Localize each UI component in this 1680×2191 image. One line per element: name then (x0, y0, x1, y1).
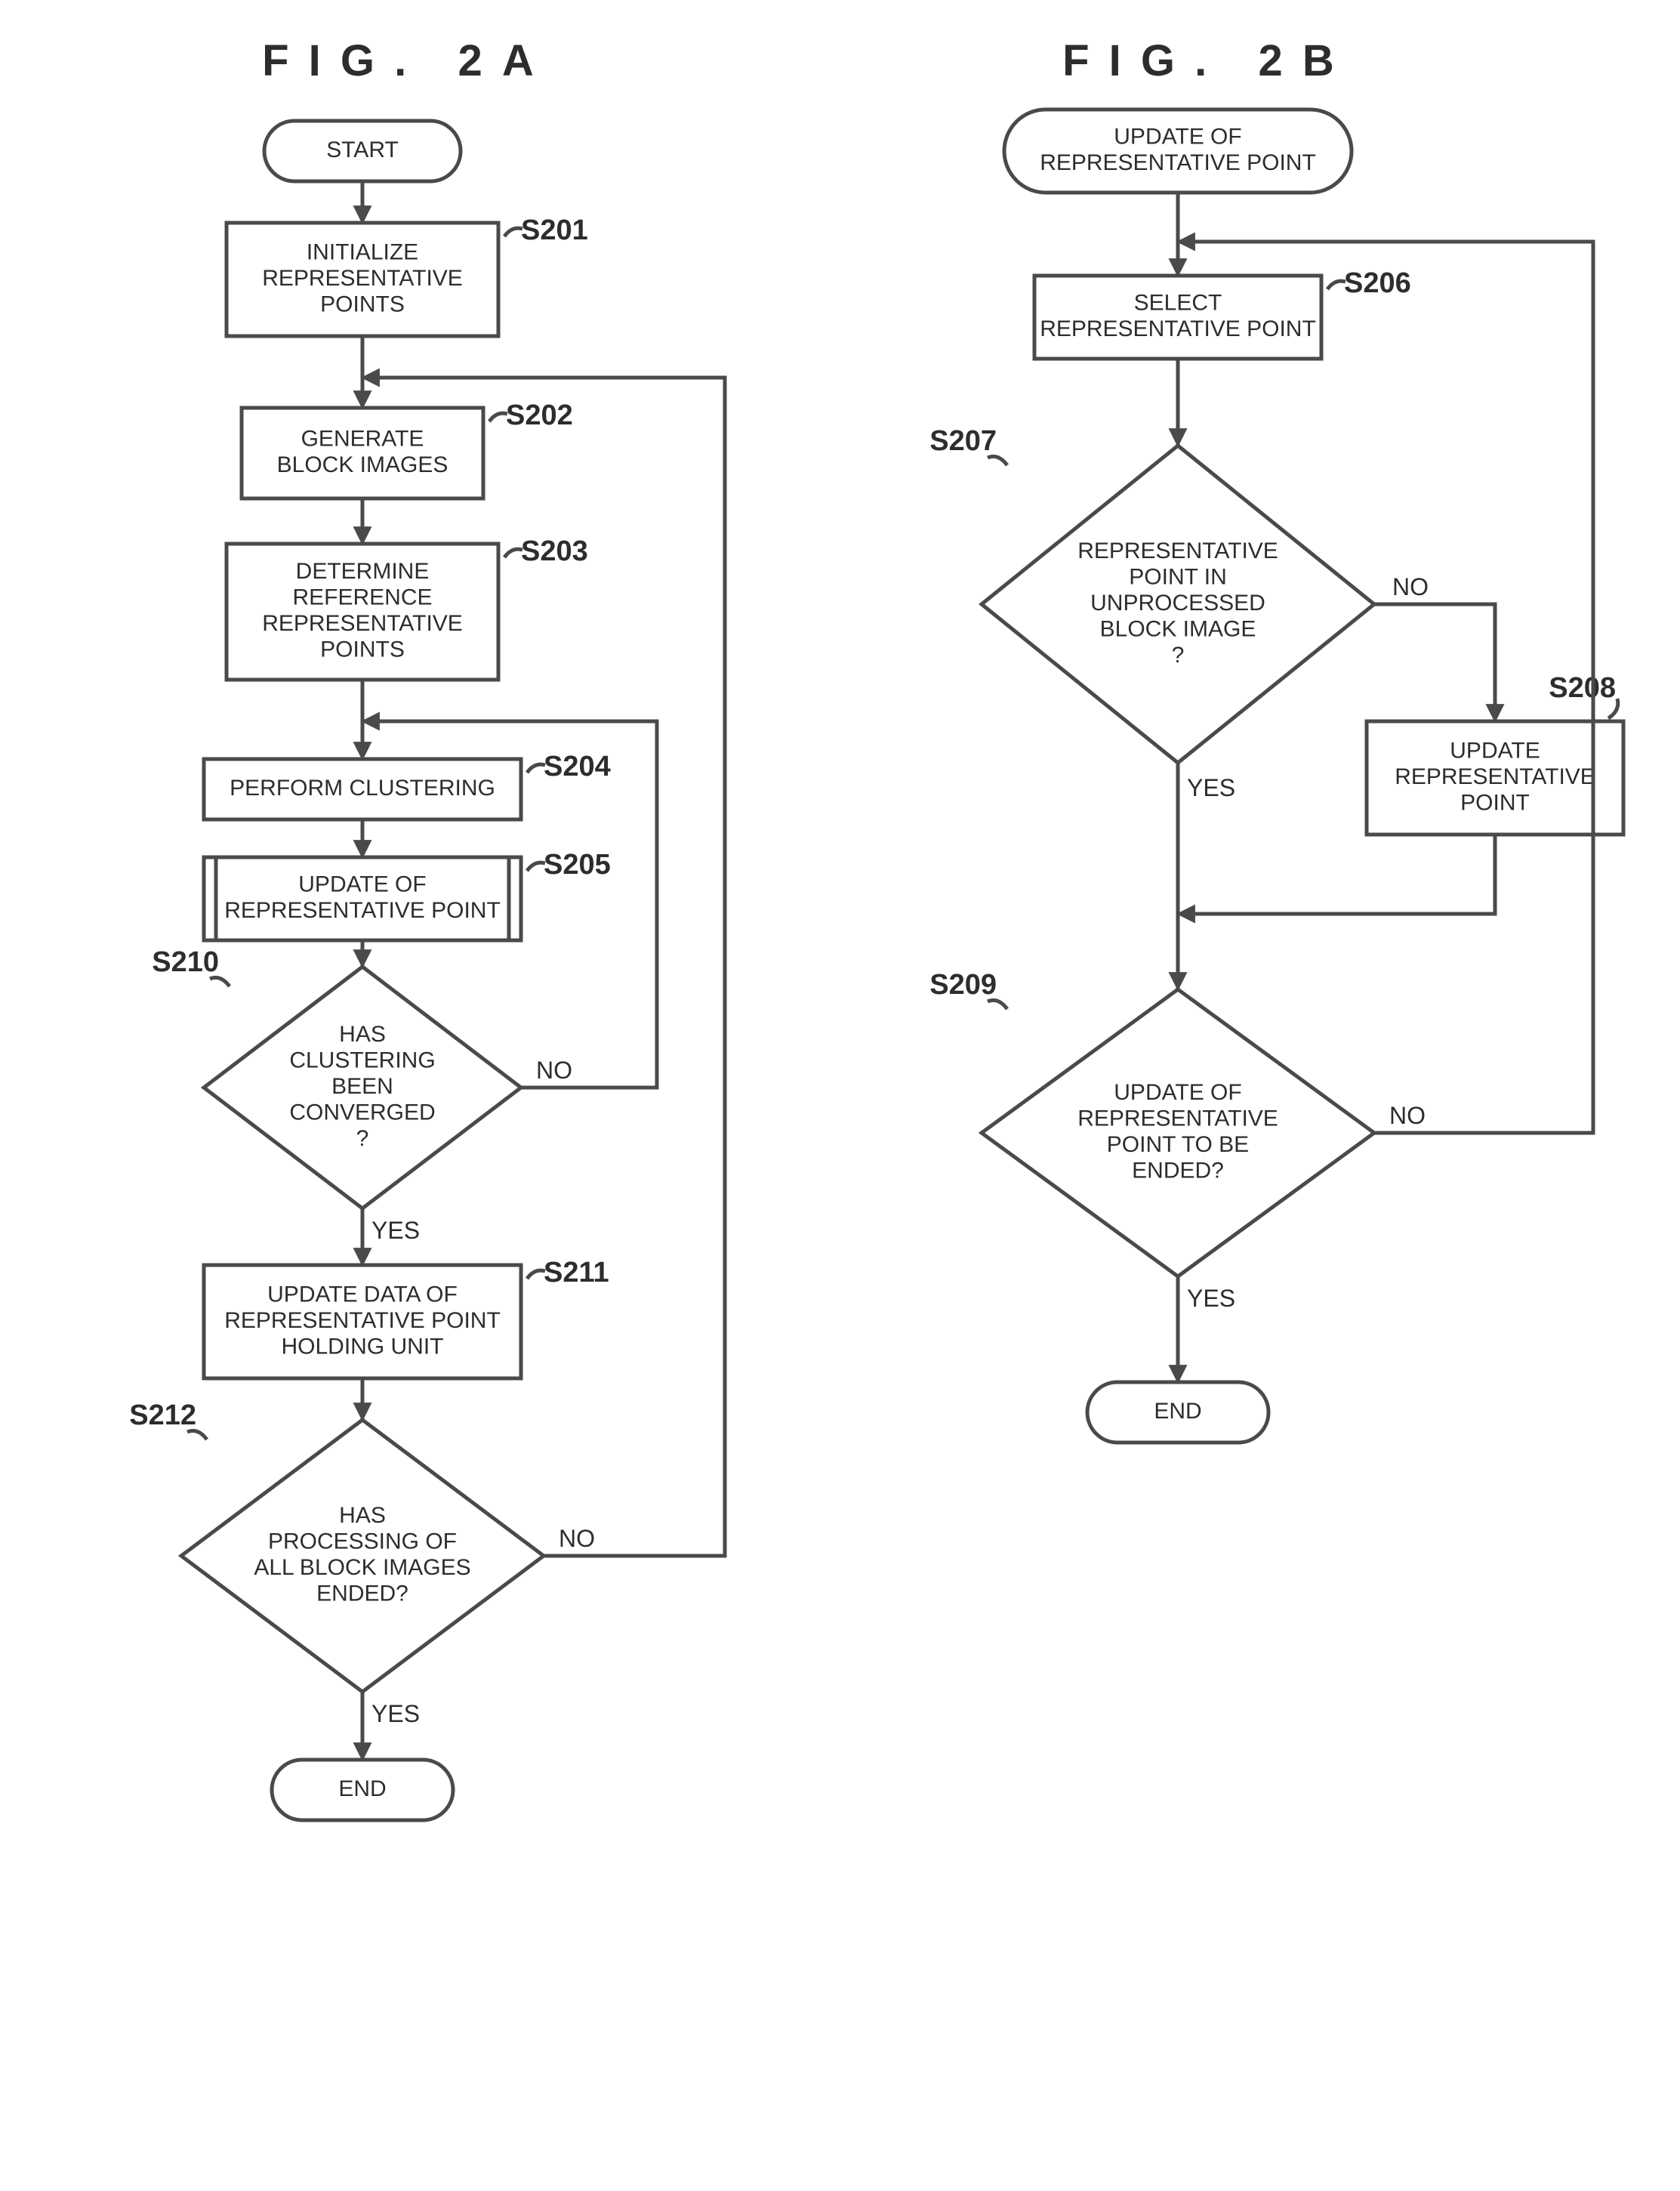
svg-text:REPRESENTATIVE: REPRESENTATIVE (262, 611, 463, 636)
svg-text:REPRESENTATIVE: REPRESENTATIVE (1077, 1106, 1278, 1131)
svg-text:S206: S206 (1344, 267, 1411, 299)
svg-text:REPRESENTATIVE: REPRESENTATIVE (1077, 538, 1278, 563)
svg-text:REFERENCE: REFERENCE (292, 585, 432, 610)
svg-text:UNPROCESSED: UNPROCESSED (1090, 591, 1265, 616)
svg-text:UPDATE OF: UPDATE OF (298, 872, 426, 897)
svg-text:NO: NO (1392, 573, 1429, 600)
svg-text:REPRESENTATIVE POINT: REPRESENTATIVE POINT (1040, 150, 1316, 175)
svg-text:GENERATE: GENERATE (301, 427, 424, 452)
svg-text:S207: S207 (929, 425, 997, 457)
svg-text:YES: YES (1187, 1285, 1235, 1312)
flowchart-canvas: FIG. 2AFIG. 2BSTARTINITIALIZEREPRESENTAT… (0, 0, 1680, 2191)
svg-text:ENDED?: ENDED? (316, 1582, 408, 1606)
svg-text:ALL BLOCK IMAGES: ALL BLOCK IMAGES (254, 1555, 470, 1580)
svg-text:HOLDING UNIT: HOLDING UNIT (281, 1334, 443, 1359)
svg-text:?: ? (1172, 643, 1185, 668)
svg-text:INITIALIZE: INITIALIZE (307, 239, 418, 264)
svg-text:S209: S209 (929, 969, 997, 1001)
svg-text:BLOCK IMAGE: BLOCK IMAGE (1100, 616, 1256, 641)
svg-text:S208: S208 (1549, 672, 1616, 704)
svg-text:S201: S201 (521, 214, 588, 246)
svg-text:HAS: HAS (339, 1503, 386, 1528)
svg-text:BLOCK IMAGES: BLOCK IMAGES (277, 452, 449, 477)
svg-text:S212: S212 (129, 1399, 196, 1431)
svg-text:POINT IN: POINT IN (1129, 564, 1226, 589)
svg-text:CONVERGED: CONVERGED (289, 1100, 435, 1125)
svg-text:POINTS: POINTS (320, 292, 405, 316)
svg-text:START: START (326, 137, 399, 162)
svg-text:YES: YES (371, 1700, 420, 1727)
svg-text:ENDED?: ENDED? (1132, 1159, 1224, 1183)
svg-text:UPDATE: UPDATE (1450, 738, 1540, 763)
svg-text:REPRESENTATIVE: REPRESENTATIVE (262, 266, 463, 291)
svg-text:END: END (1154, 1399, 1201, 1424)
svg-text:REPRESENTATIVE: REPRESENTATIVE (1395, 764, 1595, 789)
svg-text:UPDATE OF: UPDATE OF (1114, 125, 1241, 150)
svg-text:S205: S205 (544, 849, 611, 881)
svg-text:CLUSTERING: CLUSTERING (289, 1048, 435, 1072)
svg-text:FIG. 2A: FIG. 2A (262, 36, 553, 85)
svg-text:UPDATE DATA OF: UPDATE DATA OF (267, 1282, 458, 1307)
svg-text:S204: S204 (544, 751, 611, 782)
svg-text:S211: S211 (544, 1257, 609, 1288)
svg-text:NO: NO (559, 1525, 595, 1552)
svg-text:S210: S210 (152, 946, 219, 978)
svg-text:S202: S202 (506, 400, 573, 431)
svg-text:NO: NO (1389, 1102, 1426, 1129)
svg-text:END: END (338, 1776, 386, 1801)
svg-text:REPRESENTATIVE POINT: REPRESENTATIVE POINT (1040, 316, 1316, 341)
svg-text:S203: S203 (521, 535, 588, 567)
svg-text:UPDATE OF: UPDATE OF (1114, 1080, 1241, 1105)
svg-text:PERFORM CLUSTERING: PERFORM CLUSTERING (230, 776, 495, 801)
svg-text:HAS: HAS (339, 1022, 386, 1047)
svg-text:POINTS: POINTS (320, 637, 405, 662)
svg-text:REPRESENTATIVE POINT: REPRESENTATIVE POINT (224, 898, 501, 923)
svg-text:YES: YES (371, 1217, 420, 1244)
svg-text:POINT: POINT (1460, 790, 1530, 815)
svg-text:YES: YES (1187, 774, 1235, 801)
svg-text:DETERMINE: DETERMINE (296, 559, 430, 584)
svg-text:PROCESSING OF: PROCESSING OF (268, 1529, 457, 1554)
svg-text:POINT TO BE: POINT TO BE (1107, 1132, 1249, 1157)
svg-text:BEEN: BEEN (331, 1074, 393, 1099)
svg-text:REPRESENTATIVE POINT: REPRESENTATIVE POINT (224, 1308, 501, 1333)
svg-text:FIG. 2B: FIG. 2B (1062, 36, 1354, 85)
svg-text:SELECT: SELECT (1134, 291, 1222, 316)
svg-text:NO: NO (536, 1057, 572, 1084)
svg-text:?: ? (356, 1126, 369, 1151)
